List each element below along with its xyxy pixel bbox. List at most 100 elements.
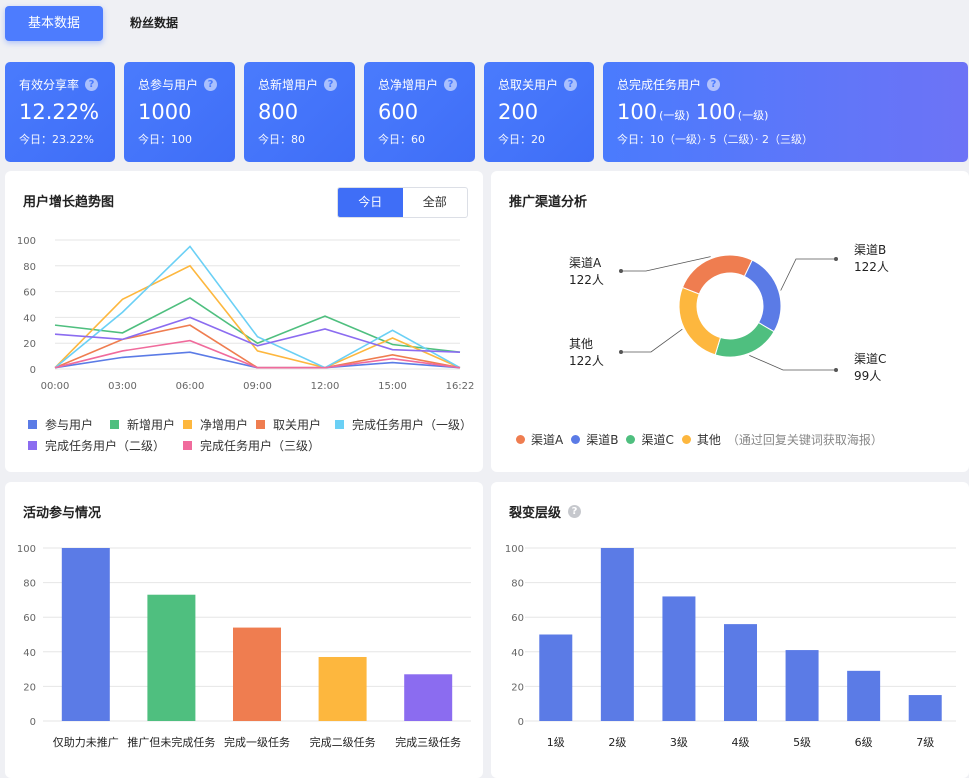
question-icon[interactable]: ? bbox=[568, 505, 582, 518]
label-connector bbox=[621, 256, 711, 272]
legend-item[interactable]: 渠道A bbox=[516, 431, 563, 448]
label-connector bbox=[621, 328, 683, 353]
label-dot bbox=[834, 368, 838, 372]
legend-label: 完成任务用户（一级） bbox=[352, 418, 473, 432]
slice-name-label: 其他 bbox=[569, 337, 593, 351]
x-tick-label: 4级 bbox=[732, 736, 750, 749]
x-tick-label: 完成三级任务 bbox=[395, 735, 461, 749]
stat-today: 今日：100 bbox=[138, 133, 192, 146]
x-tick-label: 7级 bbox=[916, 736, 934, 749]
stat-value: 200 bbox=[498, 100, 539, 124]
x-tick-label: 03:00 bbox=[108, 381, 137, 392]
panel-title-text: 裂变层级 bbox=[509, 506, 562, 521]
y-tick-label: 100 bbox=[17, 544, 36, 555]
tab-basic-data[interactable]: 基本数据 bbox=[5, 6, 103, 41]
slice-value-label: 122人 bbox=[569, 273, 604, 287]
legend-item[interactable]: 新增用户 bbox=[110, 416, 175, 433]
legend-item[interactable]: 其他 （通过回复关键词获取海报） bbox=[681, 431, 883, 448]
label-dot bbox=[619, 350, 623, 354]
stat-card-total-new: 总新增用户? 800 今日：80 bbox=[244, 62, 355, 162]
panel-title: 活动参与情况 bbox=[23, 506, 102, 521]
y-tick-label: 20 bbox=[23, 682, 36, 693]
question-icon[interactable]: ? bbox=[707, 78, 721, 91]
bar bbox=[724, 624, 757, 721]
legend-dot bbox=[626, 435, 636, 444]
legend-label: 新增用户 bbox=[127, 418, 176, 432]
bar bbox=[785, 650, 819, 721]
question-icon[interactable]: ? bbox=[85, 78, 99, 91]
legend-item[interactable]: 完成任务用户（三级） bbox=[183, 437, 320, 454]
stat-card-unfollow: 总取关用户? 200 今日：20 bbox=[484, 62, 594, 162]
y-tick-label: 40 bbox=[23, 313, 36, 324]
x-tick-label: 6级 bbox=[855, 736, 873, 749]
stat-label: 总完成任务用户 bbox=[617, 78, 702, 92]
fission-level-panel: 裂变层级? 0 20 40 60 80 100 1级 2级 3级 4级 5级 6级 7级 bbox=[491, 482, 969, 778]
legend-item[interactable]: 净增用户 bbox=[183, 416, 248, 433]
legend-label: 其他 bbox=[696, 433, 721, 447]
question-icon[interactable]: ? bbox=[204, 78, 218, 91]
x-tick-label: 16:22 bbox=[446, 381, 475, 392]
question-icon[interactable]: ? bbox=[324, 78, 338, 91]
y-tick-label: 60 bbox=[23, 613, 36, 624]
toggle-today-button[interactable]: 今日 bbox=[338, 188, 403, 217]
legend-dot bbox=[516, 435, 525, 444]
stat-value: 600 bbox=[378, 100, 419, 124]
x-tick-label: 完成一级任务 bbox=[224, 735, 290, 749]
question-icon[interactable]: ? bbox=[564, 78, 578, 91]
slice-name-label: 渠道C bbox=[854, 352, 886, 366]
bar bbox=[147, 594, 196, 721]
x-tick-label: 09:00 bbox=[243, 381, 272, 392]
x-tick-label: 5级 bbox=[793, 736, 811, 749]
legend-item[interactable]: 完成任务用户（二级） bbox=[28, 437, 165, 454]
slice-value-label: 122人 bbox=[569, 354, 604, 368]
series-line bbox=[54, 339, 461, 369]
y-tick-label: 40 bbox=[511, 648, 524, 659]
series-line bbox=[54, 316, 461, 354]
stat-label: 总净增用户 bbox=[378, 78, 439, 92]
legend-label: 渠道B bbox=[586, 433, 619, 447]
activity-bar-chart: 0 20 40 60 80 100 仅助力未推广 推广但未完成任务 完成一级任务 完成二级任务 完成… bbox=[17, 544, 471, 749]
fission-bar-chart: 0 20 40 60 80 100 1级 2级 3级 4级 5级 6级 7级 bbox=[505, 544, 956, 749]
legend-label: 取关用户 bbox=[273, 418, 322, 432]
stat-card-task-complete: 总完成任务用户? 100 (一级) 100 (一级) 今日：10（一级）· 5（二级）… bbox=[603, 62, 968, 162]
y-tick-label: 40 bbox=[23, 648, 36, 659]
legend-item[interactable]: 参与用户 bbox=[28, 416, 93, 433]
tab-fans-data[interactable]: 粉丝数据 bbox=[129, 16, 178, 30]
x-tick-label: 推广但未完成任务 bbox=[127, 735, 215, 749]
series-line bbox=[54, 245, 461, 369]
x-tick-label: 00:00 bbox=[41, 381, 70, 392]
stat-unit: (一级) bbox=[659, 109, 690, 122]
bar bbox=[539, 634, 573, 721]
range-toggle: 今日 全部 bbox=[337, 187, 468, 218]
activity-participation-panel: 活动参与情况 0 20 40 60 80 100 仅助力未推广 推广但未完成任务 完成一级任务 完… bbox=[5, 482, 483, 778]
legend-swatch bbox=[335, 420, 344, 429]
panel-title: 推广渠道分析 bbox=[509, 195, 588, 210]
growth-trend-panel: 用户增长趋势图 今日 全部 0 20 40 60 80 100 00:00 03:00 06:0… bbox=[5, 171, 483, 472]
stat-label: 有效分享率 bbox=[19, 78, 80, 92]
question-icon[interactable]: ? bbox=[444, 78, 458, 91]
legend-label: 完成任务用户（二级） bbox=[45, 439, 166, 453]
legend-item[interactable]: 取关用户 bbox=[256, 416, 321, 433]
legend-dot bbox=[681, 435, 691, 444]
y-tick-label: 0 bbox=[518, 717, 524, 728]
legend-swatch bbox=[28, 441, 37, 450]
stat-today: 今日：20 bbox=[498, 133, 545, 146]
legend-swatch bbox=[110, 420, 119, 429]
stat-value: 12.22% bbox=[19, 100, 100, 124]
stat-label: 总新增用户 bbox=[258, 78, 319, 92]
legend-label: 渠道A bbox=[531, 433, 564, 447]
legend-swatch bbox=[183, 420, 192, 429]
stat-today: 今日：60 bbox=[378, 133, 425, 146]
label-dot bbox=[619, 269, 623, 273]
stat-unit: (一级) bbox=[737, 109, 769, 122]
toggle-all-button[interactable]: 全部 bbox=[422, 195, 447, 209]
y-tick-label: 60 bbox=[23, 288, 36, 299]
stat-card-total-participants: 总参与用户? 1000 今日：100 bbox=[124, 62, 235, 162]
x-tick-label: 1级 bbox=[547, 736, 565, 749]
series-line bbox=[54, 297, 461, 354]
legend-item[interactable]: 完成任务用户（一级） bbox=[335, 416, 472, 433]
x-tick-label: 仅助力未推广 bbox=[53, 735, 119, 749]
y-tick-label: 80 bbox=[511, 579, 524, 590]
legend-item[interactable]: 渠道B bbox=[571, 431, 618, 448]
legend-item[interactable]: 渠道C bbox=[626, 431, 674, 448]
